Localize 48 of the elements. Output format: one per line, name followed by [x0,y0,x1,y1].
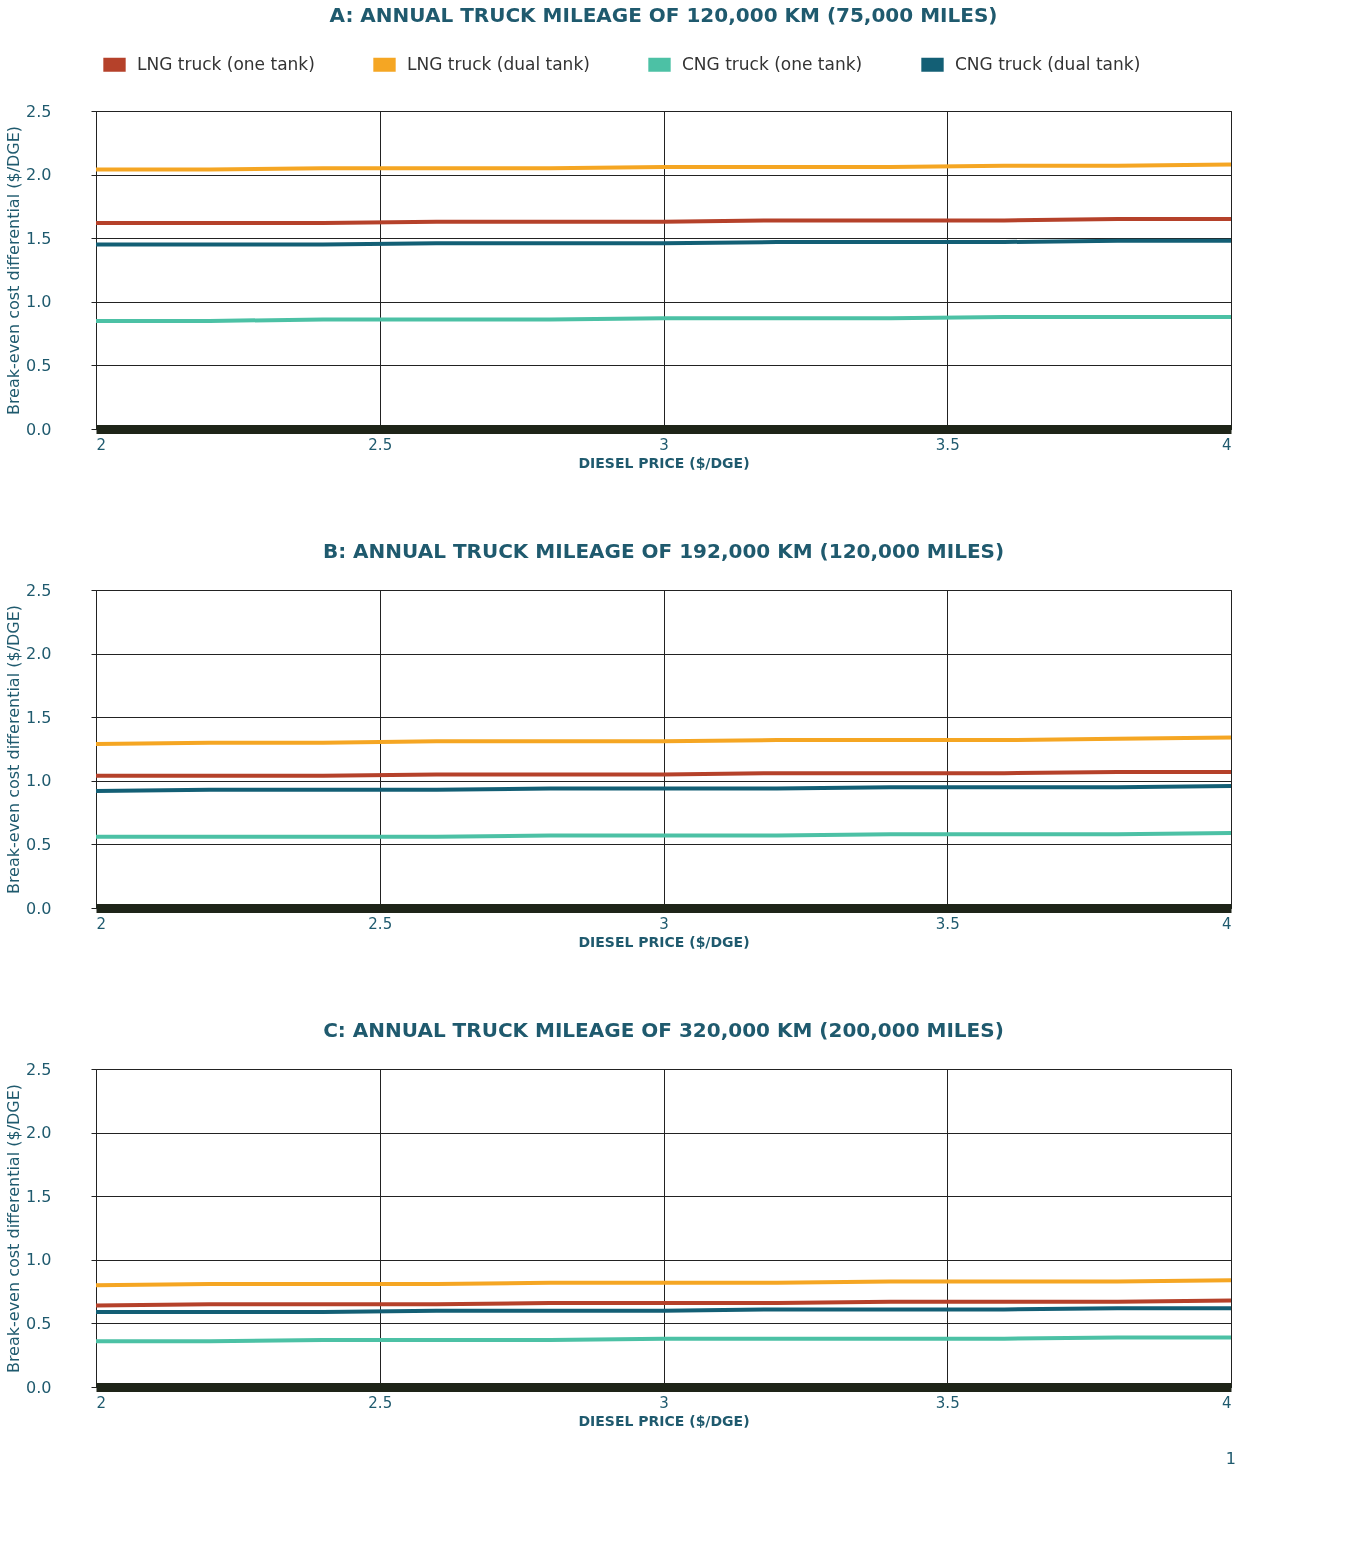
chart-title: B: ANNUAL TRUCK MILEAGE OF 192,000 KM (120,000 MILES) [322,539,1005,563]
line-series [94,735,1233,746]
y-tick-label: 0.0 [26,419,52,439]
legend-label: CNG truck (one tank) [682,53,863,74]
y-axis-title: Break-even cost differential ($/DGE) [4,125,24,416]
legend-label: CNG truck (dual tank) [955,53,1141,74]
y-tick-label: 2.5 [26,1059,52,1079]
y-axis-title: Break-even cost differential ($/DGE) [4,1083,24,1374]
legend-label: LNG truck (one tank) [137,53,315,74]
y-tick-label: 2.0 [26,644,52,664]
y-tick-label: 1.5 [26,1186,52,1206]
x-tick-label: 3.5 [935,914,960,933]
y-tick-label: 0.5 [26,355,52,375]
x-tick-label: 3.5 [935,435,960,454]
x-axis-title: DIESEL PRICE ($/DGE) [578,933,750,950]
y-tick-label: 0.5 [26,1313,52,1333]
y-axis-title: Break-even cost differential ($/DGE) [4,604,24,895]
x-tick-label: 2 [96,1393,107,1412]
x-tick-label: 2 [96,435,107,454]
x-tick-label: 2 [96,914,107,933]
x-tick-label: 3 [659,914,669,933]
x-tick-label: 2.5 [368,1393,393,1412]
y-tick-label: 1.5 [26,228,52,248]
y-tick-label: 0.0 [26,898,52,918]
x-tick-label: 3 [659,435,669,454]
chart-title: C: ANNUAL TRUCK MILEAGE OF 320,000 KM (200,000 MILES) [323,1018,1004,1042]
y-tick-label: 1.0 [26,1250,52,1270]
x-tick-label: 4 [1221,435,1232,454]
y-tick-label: 0.5 [26,834,52,854]
y-tick-label: 1.0 [26,292,52,312]
y-tick-label: 0.0 [26,1377,52,1397]
x-tick-label: 4 [1221,1393,1232,1412]
chart-title: A: ANNUAL TRUCK MILEAGE OF 120,000 KM (75,000 MILES) [329,3,998,27]
y-tick-label: 2.0 [26,165,52,185]
x-axis-title: DIESEL PRICE ($/DGE) [578,1412,750,1429]
x-tick-label: 4 [1221,914,1232,933]
x-tick-label: 2.5 [368,435,393,454]
x-tick-label: 3.5 [935,1393,960,1412]
x-axis-title: DIESEL PRICE ($/DGE) [578,454,750,471]
x-tick-label: 2.5 [368,914,393,933]
y-tick-label: 2.5 [26,101,52,121]
legend-label: LNG truck (dual tank) [407,53,590,74]
y-tick-label: 2.0 [26,1123,52,1143]
y-tick-label: 2.5 [26,580,52,600]
y-tick-label: 1.5 [26,707,52,727]
text: 1 [1225,1449,1236,1468]
y-tick-label: 1.0 [26,771,52,791]
x-tick-label: 3 [659,1393,669,1412]
